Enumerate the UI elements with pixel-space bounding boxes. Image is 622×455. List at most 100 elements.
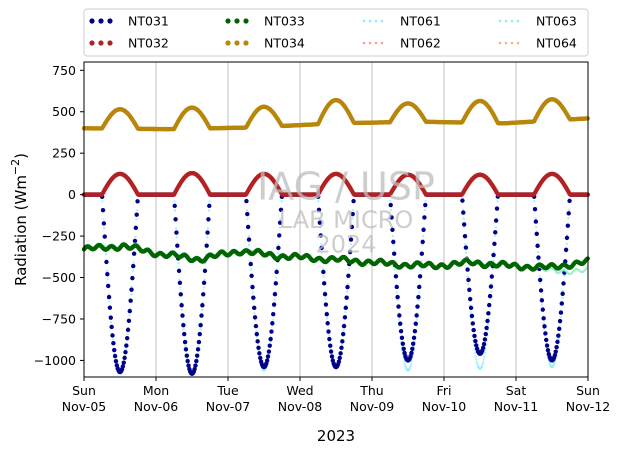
data-point	[328, 344, 332, 348]
data-point	[486, 311, 490, 315]
data-point	[322, 275, 324, 277]
data-point	[175, 227, 177, 229]
data-point	[482, 342, 486, 346]
data-point	[560, 316, 562, 318]
data-point	[487, 323, 489, 325]
data-point	[255, 332, 259, 336]
data-point	[178, 278, 180, 280]
data-point	[268, 344, 272, 348]
data-point	[106, 284, 110, 288]
data-point	[557, 327, 561, 331]
data-point	[535, 244, 539, 248]
data-point	[174, 209, 176, 211]
data-point	[330, 354, 334, 358]
data-point	[208, 209, 210, 211]
data-point	[494, 235, 496, 237]
data-point	[394, 268, 396, 270]
data-point	[414, 321, 418, 325]
data-point	[490, 290, 492, 292]
data-point	[343, 315, 347, 319]
legend-marker	[107, 18, 112, 23]
data-point	[173, 217, 177, 221]
data-point	[348, 268, 350, 270]
data-point	[122, 360, 126, 364]
data-point	[462, 222, 466, 226]
data-point	[418, 274, 422, 278]
data-point	[274, 270, 278, 274]
data-point	[132, 251, 136, 255]
data-point	[536, 255, 540, 259]
data-point	[566, 224, 570, 228]
data-point	[197, 340, 201, 344]
data-point	[195, 353, 199, 357]
data-point	[401, 342, 405, 346]
data-point	[412, 336, 416, 340]
data-point	[409, 365, 411, 367]
data-point	[179, 292, 183, 296]
data-point	[269, 329, 273, 333]
legend-label: NT034	[264, 36, 305, 51]
legend-marker	[363, 42, 366, 45]
data-point	[277, 233, 281, 237]
data-point	[535, 226, 537, 228]
data-point	[244, 199, 248, 203]
data-point	[201, 309, 203, 311]
legend-marker	[234, 18, 239, 23]
legend-marker	[98, 40, 103, 45]
data-point	[208, 200, 210, 202]
data-point	[257, 351, 261, 355]
data-point	[561, 281, 565, 285]
data-point	[253, 312, 255, 314]
data-point	[489, 284, 493, 288]
data-point	[398, 318, 400, 320]
legend-marker	[363, 20, 366, 23]
data-point	[485, 319, 489, 323]
data-point	[126, 328, 130, 332]
data-point	[474, 352, 476, 354]
legend-marker	[243, 40, 248, 45]
data-point	[108, 306, 112, 310]
legend-marker	[89, 40, 94, 45]
data-point	[106, 278, 108, 280]
data-point	[248, 235, 250, 237]
data-point	[462, 217, 464, 219]
data-point	[248, 244, 250, 246]
data-point	[465, 267, 469, 271]
data-point	[176, 236, 178, 238]
data-point	[555, 340, 559, 344]
data-point	[469, 311, 471, 313]
data-point	[124, 343, 128, 347]
data-point	[338, 351, 342, 355]
data-point	[342, 324, 346, 328]
legend-label: NT031	[128, 14, 169, 29]
data-point	[173, 204, 177, 208]
data-point	[196, 347, 200, 351]
data-point	[424, 209, 426, 211]
data-point	[105, 272, 109, 276]
data-point	[488, 294, 492, 298]
data-point	[123, 350, 127, 354]
data-point	[537, 251, 539, 253]
data-point	[494, 218, 498, 222]
data-point	[539, 288, 543, 292]
legend-marker	[505, 20, 508, 23]
data-point	[464, 243, 466, 245]
data-point	[398, 321, 402, 325]
data-point	[203, 269, 207, 273]
data-point	[421, 228, 425, 232]
data-point	[324, 302, 328, 306]
data-point	[266, 354, 270, 358]
data-point	[392, 252, 396, 256]
data-point	[128, 309, 132, 313]
data-point	[127, 319, 131, 323]
legend-marker	[98, 18, 103, 23]
data-point	[565, 243, 567, 245]
data-point	[179, 303, 183, 307]
data-point	[496, 200, 498, 202]
data-point	[344, 311, 346, 313]
data-point	[182, 328, 184, 330]
data-point	[247, 237, 251, 241]
data-point	[420, 240, 424, 244]
legend-marker	[375, 42, 378, 45]
